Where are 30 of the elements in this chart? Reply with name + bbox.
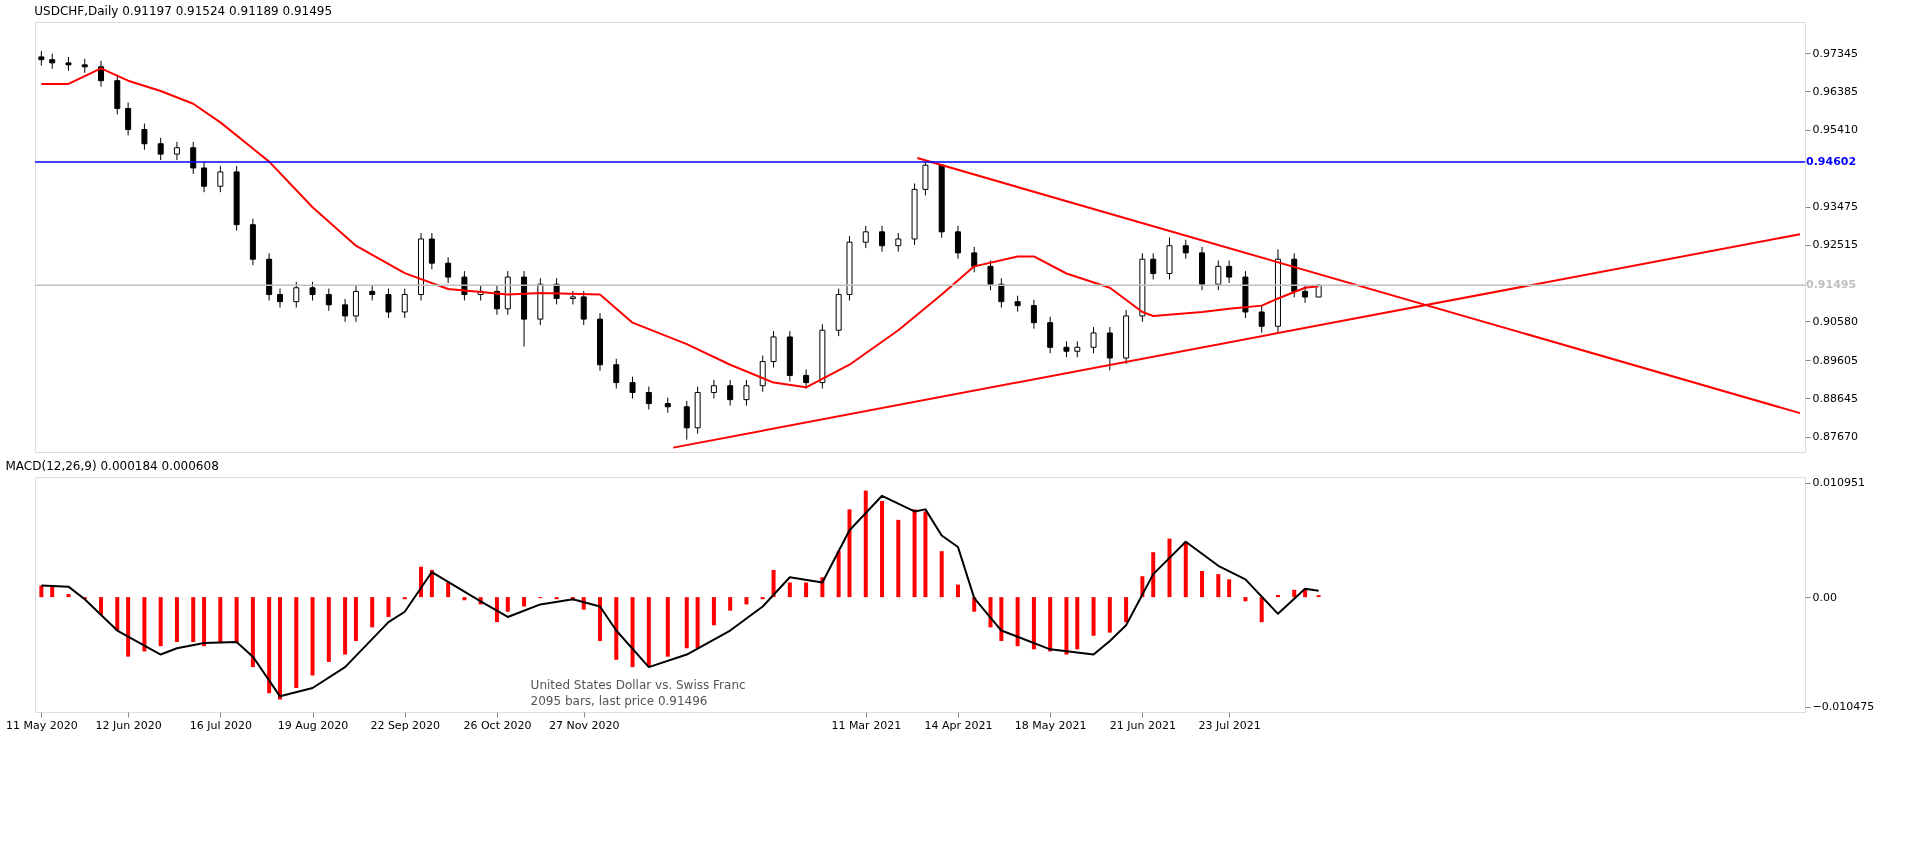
x-tick-label: 18 May 2021 [1014, 718, 1087, 732]
y-tick-label: 0.95410 [1812, 123, 1858, 137]
y-tick-label: 0.88645 [1812, 391, 1858, 405]
y-tick-label: 0.96385 [1812, 84, 1858, 98]
x-tick-label: 19 Aug 2020 [277, 718, 349, 732]
x-tick-label: 21 Jun 2021 [1109, 718, 1176, 732]
y-tick-label: 0.97345 [1812, 46, 1858, 60]
chart-title: USDCHF,Daily 0.91197 0.91524 0.91189 0.91495 [34, 4, 333, 18]
x-tick-label: 27 Nov 2020 [549, 718, 620, 732]
annotation: 2095 bars, last price 0.91496 [530, 694, 708, 708]
chart-title: MACD(12,26,9) 0.000184 0.000608 [5, 458, 219, 473]
y-tick-label: 0.90580 [1812, 314, 1858, 328]
x-tick-label: 26 Oct 2020 [463, 718, 532, 732]
x-tick-label: 23 Jul 2021 [1198, 718, 1261, 732]
annotation: United States Dollar vs. Swiss Franc [530, 678, 746, 692]
x-tick-label: 11 May 2020 [5, 718, 78, 732]
x-tick-label: 12 Jun 2020 [95, 718, 162, 732]
x-tick-label: 16 Jul 2020 [189, 718, 252, 732]
ref-line-label: 0.94602 [1806, 154, 1857, 168]
x-tick-label: 14 Apr 2021 [924, 718, 993, 732]
y-tick-label: 0.93475 [1812, 200, 1858, 214]
y-tick-label: 0.00 [1812, 590, 1837, 604]
y-tick-label: 0.89605 [1812, 353, 1858, 367]
y-tick-label: −0.010475 [1812, 700, 1875, 714]
x-tick-label: 11 Mar 2021 [831, 718, 902, 732]
ref-line-label: 0.91495 [1806, 278, 1857, 292]
y-tick-label: 0.92515 [1812, 238, 1858, 252]
x-tick-label: 22 Sep 2020 [370, 718, 441, 732]
y-tick-label: 0.010951 [1812, 476, 1865, 490]
y-tick-label: 0.87670 [1812, 430, 1858, 444]
